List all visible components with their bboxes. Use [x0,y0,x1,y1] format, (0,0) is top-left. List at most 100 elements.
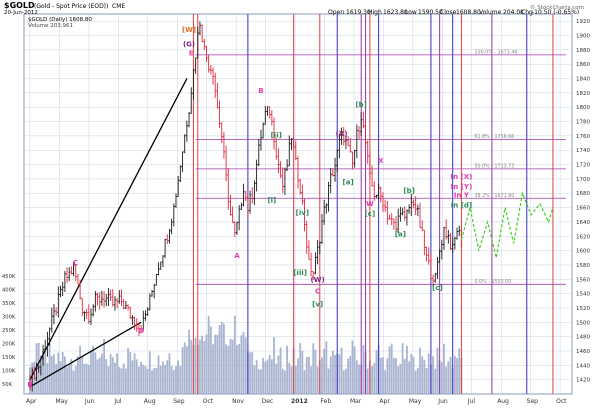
x-tick-label: Jun [437,398,448,405]
y-tick-label: 1860 [576,62,590,68]
x-tick-label: Oct [203,398,214,405]
x-tick-label: Oct [556,398,567,405]
y-tick-label: 1880 [576,48,590,54]
volume-bar [244,337,247,394]
volume-bar [412,356,415,394]
volume-bar [305,357,308,394]
volume-bar [116,353,119,394]
brand: © StockCharts.com [530,4,584,11]
price-bars [28,21,463,392]
y-tick-label: 1800 [576,105,590,111]
volume-bar [70,358,73,394]
volume-bar [403,358,406,394]
exchange: CME [112,3,125,10]
x-tick-label: Dec [262,398,274,405]
volume-bar [63,356,66,394]
volume-bar [281,368,284,394]
volume-bar [83,363,86,394]
open-value: 1619.30 [346,9,371,16]
volume-bar [168,353,171,394]
volume-legend: Volume 203,961 [28,23,73,29]
volume-bar [66,367,68,394]
volume-bar [55,364,58,394]
volume-bar [190,339,193,394]
wave-label: In (X) [451,173,473,181]
volume-bar [155,367,158,394]
wave-label: [i] [267,197,276,205]
wave-label: In Y [454,192,470,200]
volume-bar [240,335,243,394]
y-tick-label: 1520 [576,306,590,312]
volume-bar [59,361,62,394]
volume-bar [185,346,188,394]
volume-bar [329,356,332,394]
fib-level-label: 0.0% - 1553.00 [474,279,511,285]
volume-bar [103,339,105,394]
volume-bar [340,347,343,394]
volume-bar [90,351,92,394]
close-value: 1608.80 [456,9,481,16]
volume-bar [458,348,461,394]
chart-date: 20-Jun-2012 [4,10,38,16]
volume-bar [164,365,166,394]
low-label: Low [405,9,417,16]
wave-label: [ii] [271,131,282,139]
y-tick-label: 1600 [576,249,590,255]
volume-bar [421,356,424,394]
axes: 1420 1440 1460 1480 1500 1520 1540 1560 1580 1600… [2,19,590,405]
volume-bar [279,347,282,394]
volume-bar [233,315,236,394]
volume-bar [392,357,395,394]
y-tick-label: 1560 [576,277,590,283]
wave-label: [a] [395,230,406,238]
volume-bar [408,361,411,394]
volume-bar [214,334,217,394]
wave-label: B [27,381,32,389]
volume-bar [81,356,84,394]
volume-bar [223,323,225,394]
volume-bar [212,344,214,394]
fib-level-label: 100.0% - 1673.46 [474,49,517,55]
volume-tick-label: 100K [2,369,16,375]
volume-bar [390,343,393,394]
volume-tick-label: 300K [2,315,16,321]
volume-bar [79,345,82,394]
volume-bar [456,358,458,394]
volume-bar [401,343,404,394]
volume-bar [384,370,387,394]
volume-bar [351,340,354,394]
volume-bar [432,356,434,394]
volume-bar [355,360,358,394]
volume-bar [262,357,265,394]
volume-bar [225,344,227,394]
volume-bar [299,343,302,394]
volume-bar [175,366,177,394]
volume-tick-label: 450K [2,274,16,280]
volume-bar [268,355,271,394]
volume-bar [46,363,49,394]
wave-label: In (Y) [451,183,473,191]
volume-bar [183,342,186,394]
chg-value: -10.50 (-0.65%) [532,9,579,16]
volume-bar [414,370,417,394]
volume-bar [395,358,397,394]
volume-bar [107,366,110,394]
volume-bar [229,338,232,394]
volume-bar [371,366,373,394]
high-value: 1623.80 [383,9,408,16]
volume-bar [135,359,138,394]
volume-bar [201,335,204,394]
volume-bar [345,368,347,394]
wave-label: [c] [365,210,376,218]
wave-label: (G) [183,40,195,48]
volume-bar [218,325,221,394]
y-tick-label: 1840 [576,77,590,83]
wave-label: E [189,50,194,58]
volume-bar [286,345,289,394]
volume-tick-label: 200K [2,342,16,348]
volume-bar [148,351,151,394]
wave-label: B [258,87,263,95]
volume-bar [443,343,445,394]
volume-bar [331,350,334,394]
